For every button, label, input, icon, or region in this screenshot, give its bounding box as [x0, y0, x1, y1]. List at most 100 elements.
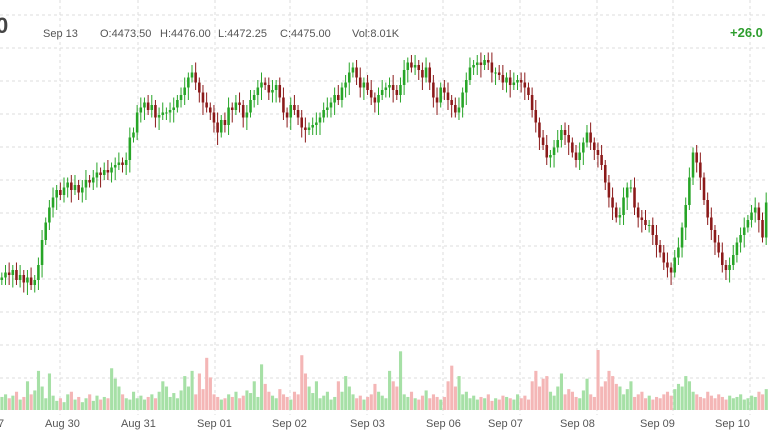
volume-bar: [274, 398, 278, 410]
x-tick-label: Sep 07: [488, 418, 523, 430]
volume-bar: [398, 351, 403, 410]
candle-body: [593, 142, 596, 150]
candle-body: [545, 145, 549, 158]
volume-bar: [676, 383, 681, 410]
volume-bar: [545, 376, 549, 410]
volume-bar: [402, 394, 406, 410]
candle-body: [753, 207, 757, 213]
volume-bar: [559, 373, 564, 410]
candle-body: [117, 162, 121, 165]
volume-bar: [651, 399, 655, 410]
candle-body: [212, 112, 216, 123]
volume-value: Vol:8.01K: [352, 28, 400, 40]
candle-body: [494, 72, 497, 74]
volume-bar: [475, 399, 479, 410]
candle-body: [552, 147, 556, 155]
candle-body: [607, 182, 611, 198]
volume-bar: [373, 383, 377, 410]
candle-body: [479, 62, 483, 65]
candle-body: [596, 150, 600, 155]
volume-bar: [208, 377, 212, 410]
candle-body: [73, 185, 77, 190]
volume-bar: [600, 386, 604, 410]
candle-body: [304, 127, 307, 130]
bar-date: Sep 13: [43, 28, 78, 40]
volume-bar: [750, 395, 754, 410]
candle-body: [91, 177, 95, 183]
volume-bar: [713, 398, 717, 410]
candle-body: [238, 102, 241, 105]
candle-body: [337, 95, 340, 100]
candle-body: [764, 202, 768, 238]
volume-bar: [216, 396, 220, 410]
volume-bar: [680, 386, 684, 410]
volume-bar: [311, 393, 315, 410]
volume-bar: [417, 399, 421, 410]
volume-bar: [95, 395, 99, 410]
volume-bar: [717, 394, 721, 410]
volume-bar: [135, 398, 139, 410]
volume-bar: [314, 381, 318, 410]
candle-body: [29, 277, 33, 285]
candle-body: [424, 67, 428, 78]
volume-bar: [596, 350, 600, 410]
volume-bar: [669, 395, 673, 410]
candle-body: [84, 180, 88, 188]
volume-bar: [508, 398, 512, 410]
candle-body: [443, 87, 446, 93]
volume-bar: [69, 391, 73, 410]
candle-body: [326, 107, 329, 110]
candle-body: [538, 122, 541, 138]
volume-bar: [614, 383, 618, 410]
candle-body: [176, 100, 179, 108]
candle-body: [549, 155, 552, 158]
candle-body: [18, 275, 22, 280]
candle-body: [322, 110, 325, 118]
grid: [0, 0, 768, 415]
candle-body: [154, 105, 157, 118]
volume-bar: [146, 396, 150, 410]
candle-body: [527, 87, 530, 95]
volume-bar: [654, 396, 659, 410]
candle-body: [201, 92, 205, 103]
candle-body: [556, 140, 559, 148]
candle-body: [165, 112, 168, 114]
volume-bar: [695, 394, 699, 410]
volume-bar: [519, 398, 523, 410]
volume-bar: [344, 376, 348, 410]
candle-body: [731, 255, 735, 265]
volume-bar: [369, 394, 373, 410]
volume-bar: [622, 394, 626, 410]
candle-body: [128, 137, 132, 160]
volume-bar: [391, 381, 395, 410]
candle-body: [194, 72, 197, 83]
candle-body: [483, 60, 486, 65]
volume-bar: [340, 391, 344, 410]
volume-bar: [464, 391, 468, 410]
candle-body: [666, 262, 669, 268]
candle-body: [742, 227, 746, 235]
candles: [0, 52, 768, 295]
candle-body: [198, 82, 201, 93]
candle-body: [216, 122, 219, 133]
volume-bar: [446, 381, 450, 410]
x-tick-label: Sep 06: [426, 418, 461, 430]
volume-bar: [757, 391, 761, 410]
candle-body: [300, 117, 303, 128]
candle-body: [739, 235, 742, 243]
volume-bar: [578, 398, 582, 410]
volume-bar: [358, 395, 362, 410]
candle-body: [4, 272, 7, 278]
candle-body: [395, 90, 399, 95]
candle-body: [146, 102, 150, 110]
volume-bar: [296, 394, 300, 410]
volume-bar: [227, 394, 231, 410]
candle-body: [285, 112, 289, 118]
candle-body: [62, 187, 66, 195]
candle-body: [724, 265, 728, 270]
volume-bar: [205, 357, 209, 410]
candle-body: [179, 95, 183, 100]
candle-body: [33, 280, 37, 285]
candle-body: [677, 247, 680, 258]
candle-body: [15, 270, 18, 280]
